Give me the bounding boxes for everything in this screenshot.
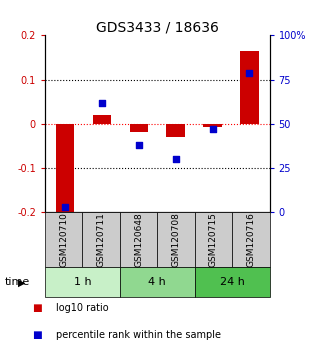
Text: GSM120711: GSM120711 <box>97 212 106 267</box>
Bar <box>167 124 185 137</box>
Text: 4 h: 4 h <box>148 277 166 287</box>
Bar <box>203 124 222 127</box>
Text: GSM120715: GSM120715 <box>209 212 218 267</box>
Text: ▶: ▶ <box>18 277 25 287</box>
Text: percentile rank within the sample: percentile rank within the sample <box>56 330 221 339</box>
Point <box>136 142 142 148</box>
Text: GSM120710: GSM120710 <box>59 212 68 267</box>
Bar <box>130 124 148 132</box>
Point <box>63 204 68 210</box>
Text: ■: ■ <box>32 330 42 339</box>
Text: ■: ■ <box>32 303 42 313</box>
Text: GSM120716: GSM120716 <box>247 212 256 267</box>
Point <box>210 126 215 132</box>
Point <box>173 156 178 162</box>
Title: GDS3433 / 18636: GDS3433 / 18636 <box>96 20 219 34</box>
Text: log10 ratio: log10 ratio <box>56 303 109 313</box>
Text: GSM120708: GSM120708 <box>171 212 180 267</box>
Bar <box>240 51 259 124</box>
Text: GSM120648: GSM120648 <box>134 212 143 267</box>
Bar <box>56 124 74 215</box>
Bar <box>93 115 111 124</box>
Text: 24 h: 24 h <box>220 277 245 287</box>
Point <box>100 100 105 105</box>
Text: 1 h: 1 h <box>74 277 91 287</box>
Point <box>247 70 252 75</box>
Text: time: time <box>5 277 30 287</box>
